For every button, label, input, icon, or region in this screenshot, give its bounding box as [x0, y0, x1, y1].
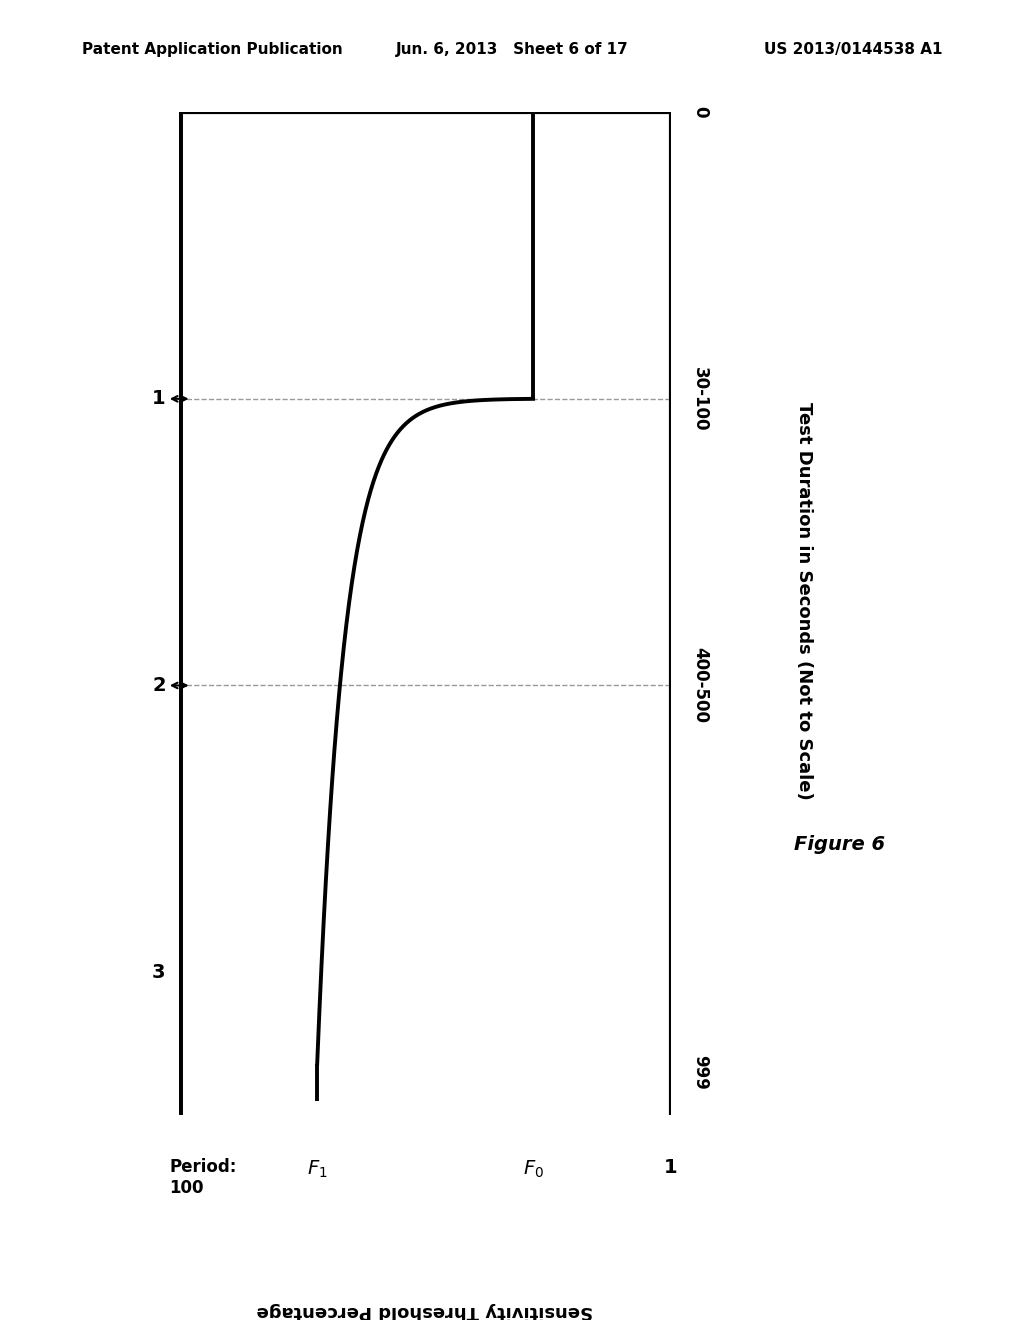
Text: Jun. 6, 2013   Sheet 6 of 17: Jun. 6, 2013 Sheet 6 of 17: [395, 42, 629, 57]
Text: Figure 6: Figure 6: [795, 836, 885, 854]
Text: 1: 1: [664, 1159, 678, 1177]
Text: 999: 999: [691, 1055, 710, 1090]
Text: Test Duration in Seconds (Not to Scale): Test Duration in Seconds (Not to Scale): [795, 401, 813, 800]
Text: Patent Application Publication: Patent Application Publication: [82, 42, 343, 57]
Text: 400-500: 400-500: [691, 647, 710, 723]
Text: 1: 1: [153, 389, 166, 408]
Text: 3: 3: [153, 962, 166, 982]
Text: 0: 0: [691, 107, 710, 117]
Text: US 2013/0144538 A1: US 2013/0144538 A1: [764, 42, 942, 57]
Text: $F_1$: $F_1$: [306, 1159, 327, 1180]
Text: 30-100: 30-100: [691, 367, 710, 432]
Text: 2: 2: [153, 676, 166, 694]
Text: Period:
100: Period: 100: [169, 1159, 237, 1197]
Text: Sensitivity Threshold Percentage: Sensitivity Threshold Percentage: [257, 1302, 593, 1320]
Text: $F_0$: $F_0$: [522, 1159, 544, 1180]
